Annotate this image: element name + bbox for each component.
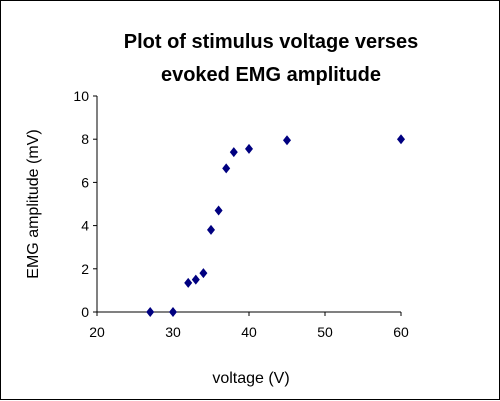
data-point-8 bbox=[229, 147, 238, 158]
data-point-11 bbox=[397, 134, 405, 145]
x-tick-label: 40 bbox=[241, 324, 257, 340]
axes bbox=[96, 96, 401, 313]
data-point-5 bbox=[207, 224, 215, 235]
y-tick-label: 6 bbox=[81, 174, 89, 190]
y-axis-label: EMG amplitude (mV) bbox=[25, 129, 42, 278]
data-point-7 bbox=[222, 163, 231, 174]
data-point-3 bbox=[191, 274, 200, 285]
y-ticks: 0 2 4 6 8 10 bbox=[73, 88, 97, 320]
x-tick-label: 20 bbox=[89, 324, 105, 340]
y-tick-label: 0 bbox=[81, 304, 89, 320]
chart-title-line-2: evoked EMG amplitude bbox=[161, 64, 381, 86]
data-points bbox=[146, 134, 405, 317]
x-axis-label: voltage (V) bbox=[212, 370, 289, 387]
x-ticks: 20 30 40 50 60 bbox=[89, 312, 409, 340]
x-tick-label: 60 bbox=[393, 324, 409, 340]
y-tick-label: 4 bbox=[81, 218, 89, 234]
data-point-6 bbox=[214, 205, 223, 216]
y-tick-label: 10 bbox=[73, 88, 89, 104]
data-point-10 bbox=[283, 135, 291, 146]
chart-title-line-1: Plot of stimulus voltage verses bbox=[124, 31, 419, 53]
y-tick-label: 2 bbox=[81, 261, 89, 277]
data-point-9 bbox=[245, 143, 253, 154]
x-tick-label: 30 bbox=[165, 324, 181, 340]
data-point-1 bbox=[169, 307, 177, 317]
x-tick-label: 50 bbox=[317, 324, 333, 340]
data-point-4 bbox=[199, 268, 208, 279]
data-point-0 bbox=[146, 307, 155, 317]
y-tick-label: 8 bbox=[81, 131, 89, 147]
data-point-2 bbox=[184, 277, 193, 288]
